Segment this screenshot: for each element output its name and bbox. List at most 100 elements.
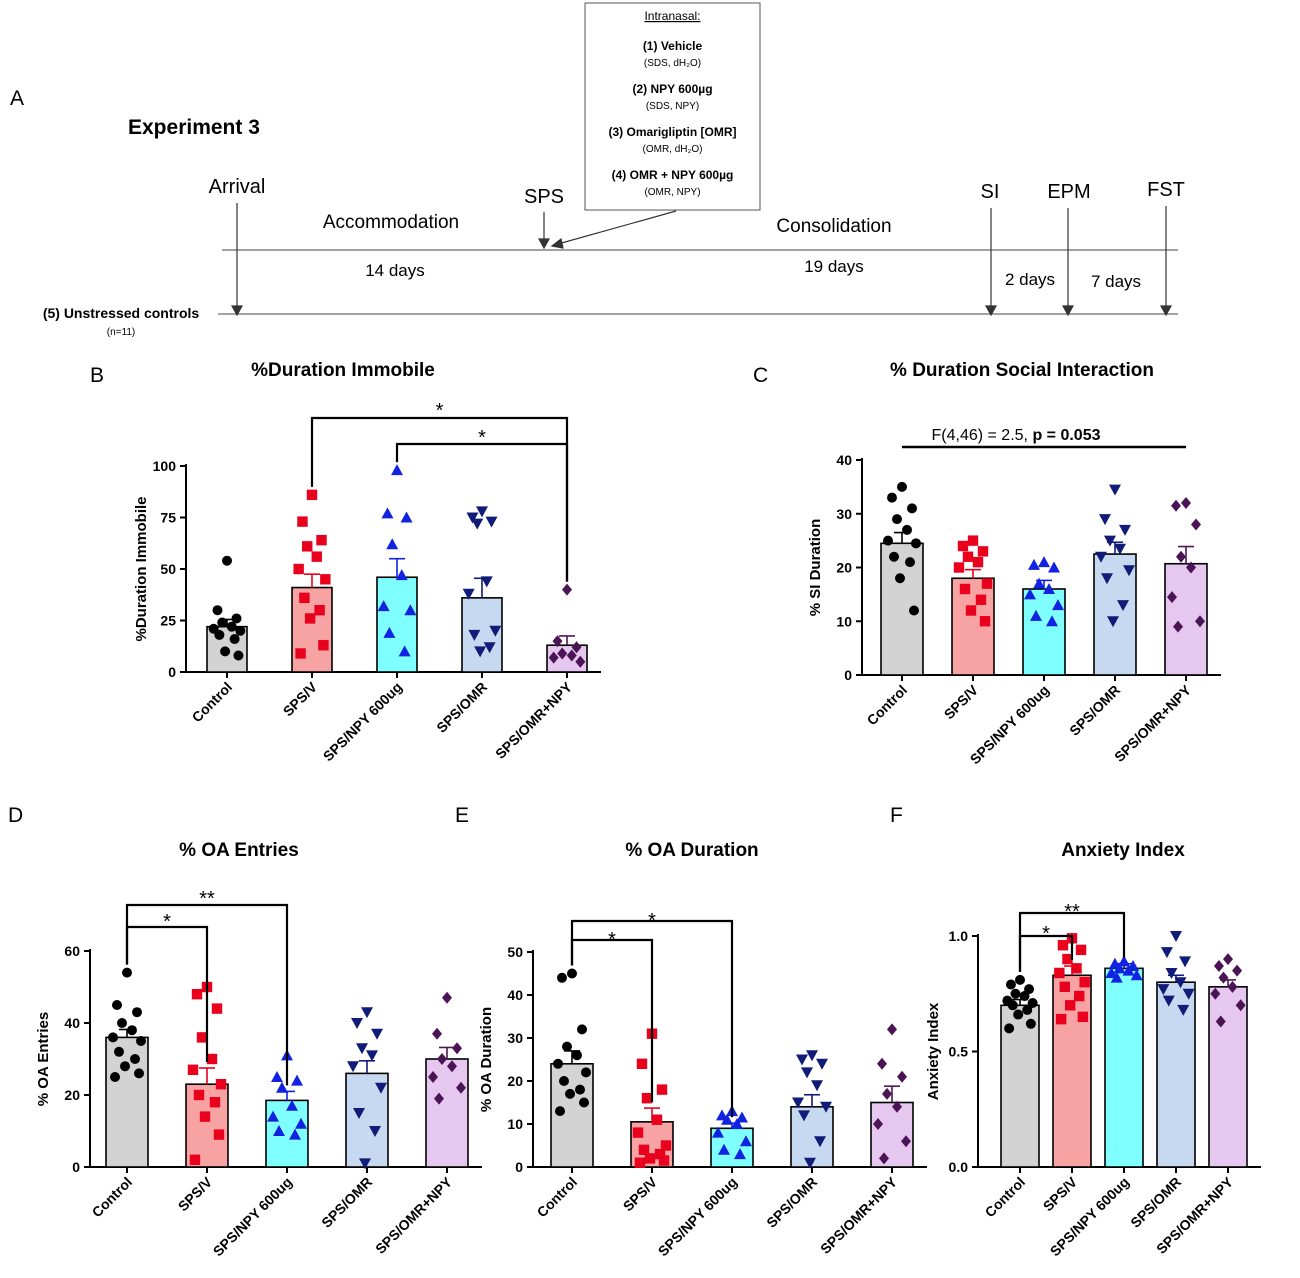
x-category-label: Control: [534, 1174, 581, 1221]
data-point-square: [193, 1089, 205, 1101]
y-tick-label: 40: [836, 452, 852, 468]
data-point-triangle-down: [1099, 514, 1111, 526]
data-point-triangle: [1030, 609, 1042, 621]
data-point-circle: [108, 1032, 118, 1043]
y-axis-label: % OA Entries: [35, 1012, 52, 1106]
data-point-triangle: [395, 569, 408, 581]
data-point-circle: [136, 1036, 146, 1046]
data-point-triangle: [1130, 969, 1143, 981]
data-point-triangle: [1105, 966, 1118, 978]
data-point-triangle-down: [351, 1018, 363, 1029]
data-point-square: [213, 1129, 225, 1140]
data-point-square: [209, 1097, 221, 1108]
data-point-square: [318, 640, 329, 651]
data-point-diamond: [1215, 1015, 1226, 1028]
data-point-square: [304, 613, 316, 624]
significance-stars: *: [648, 910, 656, 932]
data-point-triangle-down: [462, 588, 475, 600]
data-point-circle: [1019, 991, 1030, 1002]
data-point-square: [636, 1058, 648, 1069]
data-point-square: [981, 578, 993, 589]
data-point-triangle-down: [485, 516, 498, 528]
y-tick-label: 0.0: [949, 1159, 969, 1175]
data-point-triangle-down: [1182, 988, 1195, 1000]
data-point-triangle: [286, 1099, 298, 1111]
anova-annotation-p: p = 0.053: [1032, 427, 1100, 444]
data-point-triangle: [736, 1111, 748, 1123]
data-point-diamond: [432, 1027, 442, 1040]
data-point-square: [972, 556, 984, 568]
event-arrival: Arrival: [209, 176, 266, 198]
x-category-label: SPS/OMR: [763, 1174, 820, 1231]
data-point-triangle-down: [811, 1080, 823, 1092]
data-point-circle: [883, 535, 893, 546]
data-point-diamond: [1218, 971, 1229, 984]
data-point-circle: [214, 629, 225, 640]
y-tick-label: 0: [168, 664, 176, 680]
data-point-triangle: [740, 1135, 752, 1147]
data-point-triangle-down: [347, 1061, 359, 1073]
data-point-triangle: [1118, 955, 1130, 967]
data-point-square: [1057, 940, 1069, 951]
data-point-triangle-down: [1165, 967, 1178, 979]
data-point-diamond: [882, 1087, 892, 1100]
x-category-label: Control: [982, 1174, 1029, 1221]
x-category-label: SPS/OMR+NPY: [817, 1173, 901, 1257]
bar-sps-npy-600ug: [1104, 967, 1144, 1168]
data-point-triangle-down: [801, 1067, 813, 1079]
intranasal-item-label: (1) Vehicle: [643, 39, 703, 53]
significance-stars: *: [478, 427, 486, 449]
x-category-label: SPS/V: [1040, 1173, 1081, 1214]
data-point-triangle: [1043, 583, 1055, 594]
significance-stars: *: [608, 929, 616, 951]
data-point-diamond: [879, 1152, 889, 1165]
data-point-diamond: [1195, 615, 1205, 628]
significance-bracket: [1018, 911, 1126, 972]
data-point-circle: [575, 1084, 585, 1095]
duration-7-days: 7 days: [1091, 272, 1141, 291]
phase-consolidation: Consolidation: [776, 216, 891, 237]
significance-stars: *: [436, 400, 444, 422]
panel-a-letter: A: [10, 87, 24, 110]
data-point-circle: [1004, 1023, 1015, 1034]
data-point-circle: [222, 555, 232, 566]
data-point-diamond: [1223, 953, 1233, 966]
data-point-circle: [110, 1072, 120, 1082]
data-point-diamond: [442, 991, 452, 1004]
duration-19-days: 19 days: [804, 257, 864, 276]
data-point-square: [953, 562, 965, 573]
data-point-triangle-down: [1095, 551, 1107, 563]
data-point-circle: [1015, 974, 1025, 985]
data-point-triangle: [731, 1118, 743, 1129]
data-point-circle: [557, 972, 567, 983]
data-point-triangle: [1028, 558, 1040, 570]
data-point-triangle-down: [483, 642, 496, 654]
y-tick-label: 50: [507, 944, 523, 960]
chart-title: Anxiety Index: [1061, 840, 1185, 861]
data-point-square: [1064, 1000, 1076, 1011]
intranasal-box: [584, 2, 761, 211]
data-point-triangle: [712, 1126, 724, 1138]
data-point-triangle: [273, 1125, 285, 1136]
y-tick-label: 10: [507, 1116, 523, 1132]
data-point-triangle-down: [1107, 616, 1119, 628]
phase-accommodation: Accommodation: [323, 212, 459, 233]
y-tick-label: 0: [515, 1159, 523, 1175]
data-point-triangle-down: [1179, 956, 1192, 968]
data-point-square: [656, 1084, 668, 1095]
data-point-diamond: [1171, 499, 1181, 512]
data-point-triangle: [383, 626, 396, 638]
y-axis-label: % OA Duration: [478, 1007, 495, 1112]
data-point-square: [959, 583, 971, 595]
chart-C: C % Duration Social Interaction % SI Durat…: [753, 360, 1221, 767]
data-point-triangle: [271, 1071, 283, 1082]
data-point-triangle: [377, 600, 390, 612]
bar-sps-npy-600ug: [376, 576, 418, 673]
bar-sps-omr-npy: [870, 1101, 914, 1168]
data-point-circle: [117, 1018, 127, 1028]
data-point-square: [632, 1127, 644, 1138]
chart-B: B %Duration Immobile %Duration Immobile 0 25…: [90, 360, 601, 764]
data-point-square: [211, 1003, 223, 1014]
data-point-triangle: [1024, 588, 1036, 600]
